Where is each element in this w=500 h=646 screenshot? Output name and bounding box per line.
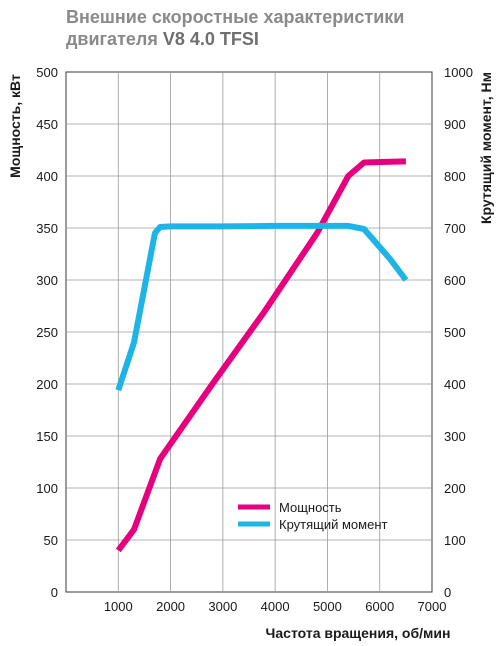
chart-title: Внешние скоростные характеристики двигат… [66,6,486,50]
x-tick-label: 1000 [104,599,133,614]
y-right-tick-label: 700 [444,221,466,236]
y-right-tick-label: 200 [444,481,466,496]
y-right-tick-label: 300 [444,429,466,444]
y-left-tick-label: 300 [36,273,58,288]
y-left-tick-label: 350 [36,221,58,236]
y-left-tick-label: 50 [44,533,58,548]
x-tick-label: 7000 [418,599,447,614]
y-right-tick-label: 400 [444,377,466,392]
y-right-tick-label: 600 [444,273,466,288]
chart-ticks: 0501001502002503003504004505000100200300… [36,65,473,614]
y-right-tick-label: 0 [444,585,451,600]
y-left-tick-label: 250 [36,325,58,340]
y-left-tick-label: 450 [36,117,58,132]
y-right-tick-label: 1000 [444,65,473,80]
y-left-tick-label: 400 [36,169,58,184]
x-axis-label: Частота вращения, об/мин [266,625,451,641]
chart-series [115,158,409,553]
chart-grid [65,71,433,593]
y-axis-left-label: Мощность, кВт [7,74,23,178]
chart-title-line2: двигателя V8 4.0 TFSI [66,28,486,50]
y-left-tick-label: 150 [36,429,58,444]
y-left-tick-label: 100 [36,481,58,496]
y-left-tick-label: 500 [36,65,58,80]
x-tick-label: 2000 [156,599,185,614]
torque-series-line [115,222,409,392]
y-right-tick-label: 500 [444,325,466,340]
legend-label-power: Мощность [279,500,342,515]
chart-title-line1: Внешние скоростные характеристики [66,7,405,27]
x-tick-label: 4000 [261,599,290,614]
x-tick-label: 5000 [313,599,342,614]
y-right-tick-label: 100 [444,533,466,548]
chart-title-engine: V8 4.0 TFSI [162,29,259,49]
y-right-tick-label: 800 [444,169,466,184]
y-left-tick-label: 0 [51,585,58,600]
power-series-line [115,158,406,553]
y-left-tick-label: 200 [36,377,58,392]
legend-label-torque: Крутящий момент [279,517,387,532]
chart-legend: Мощность Крутящий момент [238,500,387,532]
x-tick-label: 3000 [208,599,237,614]
y-right-tick-label: 900 [444,117,466,132]
y-axis-right-label: Крутящий момент, Нм [478,72,494,224]
chart-title-line2-prefix: двигателя [66,29,158,49]
x-tick-label: 6000 [365,599,394,614]
